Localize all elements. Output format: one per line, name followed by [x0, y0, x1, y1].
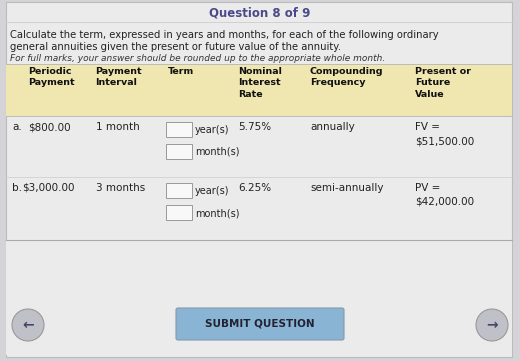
Text: Present or
Future
Value: Present or Future Value [415, 67, 471, 99]
Text: 3 months: 3 months [96, 183, 145, 193]
Circle shape [476, 309, 508, 341]
FancyBboxPatch shape [166, 205, 192, 220]
Text: →: → [486, 318, 498, 332]
Text: Nominal
Interest
Rate: Nominal Interest Rate [238, 67, 282, 99]
Text: SUBMIT QUESTION: SUBMIT QUESTION [205, 319, 315, 329]
Text: Question 8 of 9: Question 8 of 9 [210, 6, 310, 19]
Text: Compounding
Frequency: Compounding Frequency [310, 67, 384, 87]
Text: 1 month: 1 month [96, 122, 140, 132]
Text: general annuities given the present or future value of the annuity.: general annuities given the present or f… [10, 42, 341, 52]
FancyBboxPatch shape [6, 64, 512, 116]
Text: b.: b. [12, 183, 22, 193]
FancyBboxPatch shape [176, 308, 344, 340]
FancyBboxPatch shape [166, 183, 192, 198]
Circle shape [12, 309, 44, 341]
Text: annually: annually [310, 122, 355, 132]
Text: Term: Term [168, 67, 194, 76]
Text: For full marks, your answer should be rounded up to the appropriate whole month.: For full marks, your answer should be ro… [10, 54, 385, 63]
FancyBboxPatch shape [166, 122, 192, 137]
Text: FV =
$51,500.00: FV = $51,500.00 [415, 122, 474, 146]
Text: month(s): month(s) [195, 208, 240, 218]
Text: $3,000.00: $3,000.00 [22, 183, 74, 193]
Text: month(s): month(s) [195, 147, 240, 157]
Text: PV =
$42,000.00: PV = $42,000.00 [415, 183, 474, 207]
Text: year(s): year(s) [195, 186, 229, 196]
FancyBboxPatch shape [166, 144, 192, 159]
Text: Periodic
Payment: Periodic Payment [28, 67, 75, 87]
Text: semi-annually: semi-annually [310, 183, 384, 193]
Text: 6.25%: 6.25% [238, 183, 271, 193]
Text: a.: a. [12, 122, 22, 132]
Text: ←: ← [22, 318, 34, 332]
Text: $800.00: $800.00 [28, 122, 71, 132]
Text: 5.75%: 5.75% [238, 122, 271, 132]
FancyBboxPatch shape [6, 2, 512, 357]
FancyBboxPatch shape [6, 240, 512, 355]
Text: year(s): year(s) [195, 125, 229, 135]
Text: Calculate the term, expressed in years and months, for each of the following ord: Calculate the term, expressed in years a… [10, 30, 439, 40]
Text: Payment
Interval: Payment Interval [95, 67, 141, 87]
